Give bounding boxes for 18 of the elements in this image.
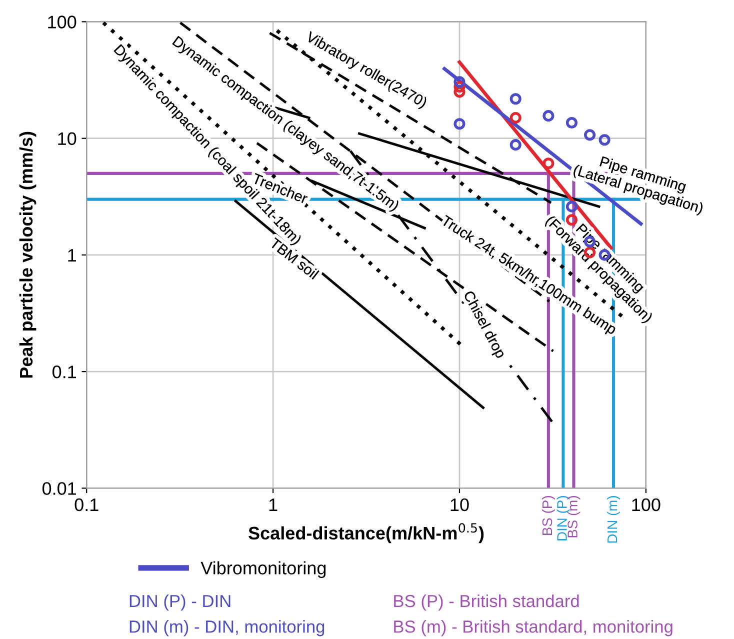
ref-line-label: BS (P) — [542, 496, 555, 535]
legend-label: Vibromonitoring — [200, 561, 326, 578]
x-tick-label: 100 — [632, 498, 660, 512]
x-tick-label: 0.1 — [74, 498, 98, 512]
text: DIN (m) - DIN, monitoring — [130, 620, 324, 636]
x-axis-title: Scaled-distance(m/kN-m$^{0.5}$) — [248, 523, 484, 544]
y-tick-label: 0.1 — [52, 366, 76, 378]
y-tick-label: 10 — [58, 132, 76, 146]
text: BS (m) - British standard, monitoring — [394, 620, 672, 636]
y-tick-label: 100 — [48, 16, 76, 28]
y-tick-label: 0.01 — [42, 482, 76, 495]
text: DIN (P) - DIN — [130, 594, 230, 611]
x-tick-label: 10 — [450, 498, 469, 512]
text: BS (P) - British standard — [394, 594, 579, 611]
x-tick-label: 1 — [269, 498, 278, 512]
y-axis-title: Peak particle velocity (mm/s) — [19, 132, 36, 378]
ref-line-label: DIN (m) — [607, 496, 620, 543]
y-tick-label: 1 — [68, 249, 76, 262]
